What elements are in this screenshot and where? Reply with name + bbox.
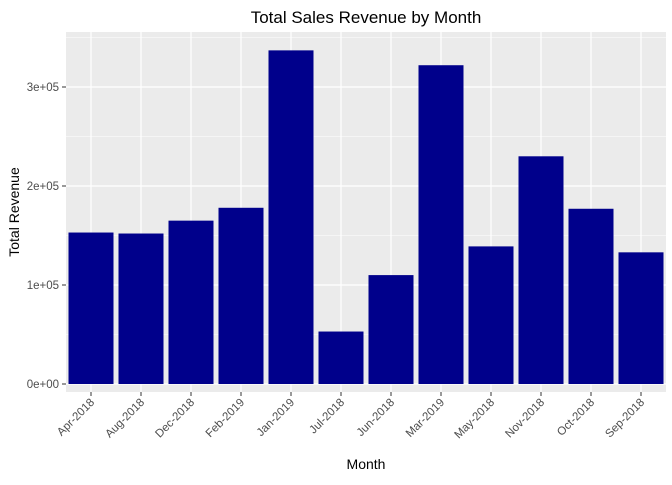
x-tick-label: Jul-2018 xyxy=(307,397,347,437)
y-tick-label: 2e+05 xyxy=(27,181,59,193)
x-tick-label: Dec-2018 xyxy=(153,397,197,441)
bar-dec-2018 xyxy=(168,220,214,384)
x-tick-label: Aug-2018 xyxy=(103,397,147,441)
bar-series xyxy=(68,50,664,385)
x-tick-label: Jan-2019 xyxy=(255,397,297,439)
bar-sep-2018 xyxy=(618,252,664,384)
x-tick-label: Apr-2018 xyxy=(55,397,97,439)
x-tick-label: Feb-2019 xyxy=(204,397,247,440)
plot-panel xyxy=(66,32,666,392)
y-axis-title: Total Revenue xyxy=(6,167,22,257)
x-tick-label: Oct-2018 xyxy=(555,397,597,439)
bar-nov-2018 xyxy=(518,156,564,384)
x-tick-label: Sep-2018 xyxy=(603,397,647,441)
x-axis-title: Month xyxy=(347,456,386,472)
x-axis: Apr-2018 Aug-2018 Dec-2018 Feb-2019 Jan-2019… xyxy=(55,392,647,441)
bar-jul-2018 xyxy=(318,331,364,384)
bar-mar-2019 xyxy=(418,65,464,384)
x-tick-label: Mar-2019 xyxy=(404,397,447,440)
x-tick-label: Jun-2018 xyxy=(355,397,397,439)
bar-oct-2018 xyxy=(568,208,614,384)
chart-title: Total Sales Revenue by Month xyxy=(251,8,482,27)
y-axis: 0e+00 1e+05 2e+05 3e+05 xyxy=(27,82,66,391)
bar-aug-2018 xyxy=(118,233,164,384)
x-tick-label: Nov-2018 xyxy=(503,397,547,441)
minor-gridlines xyxy=(66,37,666,335)
bar-may-2018 xyxy=(468,246,514,384)
y-tick-label: 1e+05 xyxy=(27,280,59,292)
y-tick-label: 0e+00 xyxy=(27,379,59,391)
bar-feb-2019 xyxy=(218,207,264,384)
x-tick-label: May-2018 xyxy=(452,397,497,442)
bar-jan-2019 xyxy=(268,50,314,385)
bar-jun-2018 xyxy=(368,275,414,384)
y-tick-label: 3e+05 xyxy=(27,82,59,94)
bar-apr-2018 xyxy=(68,232,114,384)
